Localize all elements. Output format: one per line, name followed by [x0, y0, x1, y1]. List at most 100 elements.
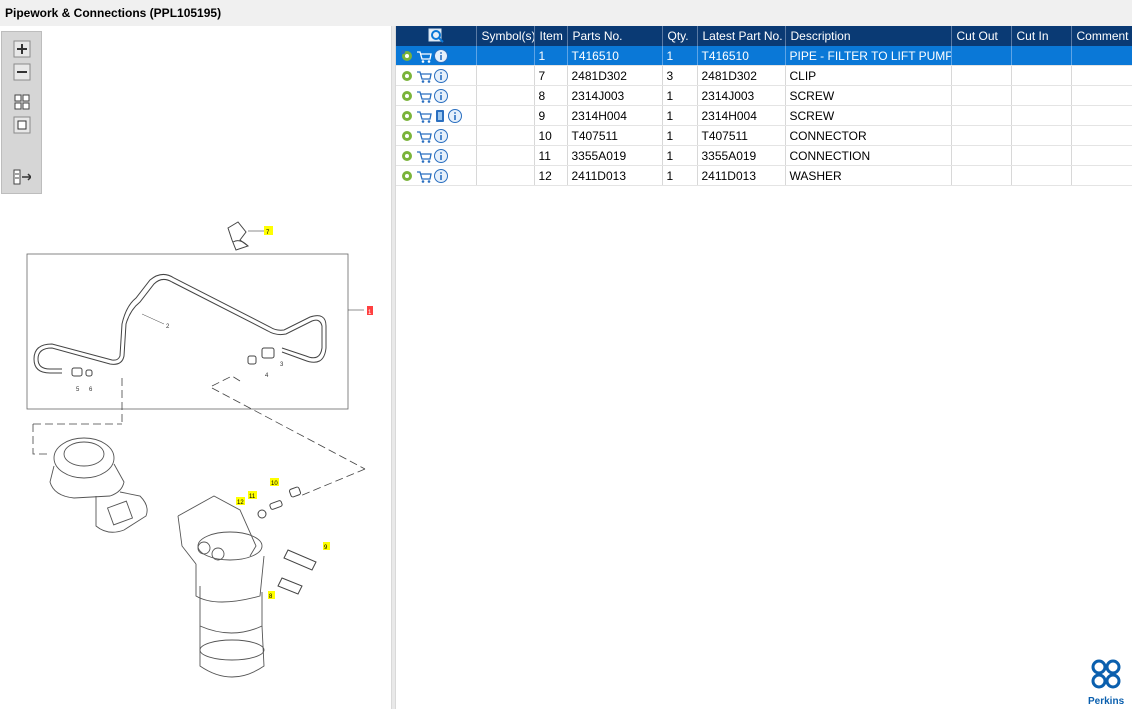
diagram-pane[interactable]: 7 1 2 3 4 5 6	[0, 26, 391, 709]
comment-cell	[1071, 65, 1132, 86]
info-icon[interactable]	[434, 68, 448, 83]
gear-icon[interactable]	[400, 49, 414, 63]
qty-cell: 1	[662, 165, 698, 186]
cart-icon[interactable]	[416, 49, 432, 63]
parts-no-cell: 2314J003	[567, 85, 663, 106]
comment-cell	[1071, 46, 1132, 66]
description-cell: SCREW	[785, 105, 952, 126]
callout-label: 10	[271, 481, 278, 487]
callout-8[interactable]	[268, 591, 275, 599]
symbols-cell	[476, 85, 535, 106]
column-header-description[interactable]: Description	[785, 26, 952, 46]
column-header-symbols[interactable]: Symbol(s)	[476, 26, 535, 46]
info-icon[interactable]	[434, 48, 448, 63]
info-icon[interactable]	[434, 88, 448, 103]
table-row[interactable]: 11 3355A019 1 3355A019 CONNECTION	[396, 145, 1132, 166]
cut-out-cell	[951, 85, 1012, 106]
column-header-latest-part-no[interactable]: Latest Part No.	[697, 26, 786, 46]
symbols-cell	[476, 165, 535, 186]
gear-icon[interactable]	[400, 89, 414, 103]
qty-cell: 1	[662, 145, 698, 166]
pane-splitter[interactable]	[391, 26, 396, 709]
callout-7[interactable]	[264, 226, 273, 235]
parts-table: Symbol(s) Item Parts No. Qty. Latest Par…	[396, 26, 1132, 186]
column-header-item[interactable]: Item	[534, 26, 568, 46]
description-cell: WASHER	[785, 165, 952, 186]
table-row[interactable]: 12 2411D013 1 2411D013 WASHER	[396, 165, 1132, 186]
description-cell: SCREW	[785, 85, 952, 106]
item-cell: 11	[534, 145, 568, 166]
gear-icon[interactable]	[400, 149, 414, 163]
qty-cell: 1	[662, 125, 698, 146]
parts-no-cell: T407511	[567, 125, 663, 146]
table-row[interactable]: 1 T416510 1 T416510 PIPE - FILTER TO LIF…	[396, 46, 1132, 66]
description-cell: CONNECTION	[785, 145, 952, 166]
table-row[interactable]: 9 2314H004 1 2314H004 SCREW	[396, 105, 1132, 126]
lift-pump-drawing	[49, 437, 148, 533]
callout-10[interactable]	[270, 478, 279, 486]
item-cell: 7	[534, 65, 568, 86]
actual-size-button[interactable]	[13, 116, 31, 134]
cart-icon[interactable]	[416, 69, 432, 83]
callout-label: 12	[237, 500, 244, 506]
exploded-parts-diagram: 7 1 2 3 4 5 6	[26, 221, 373, 678]
parts-no-cell: 3355A019	[567, 145, 663, 166]
cart-icon[interactable]	[416, 89, 432, 103]
callout-1[interactable]	[367, 306, 373, 315]
parts-no-cell: 2481D302	[567, 65, 663, 86]
cut-in-cell	[1011, 105, 1072, 126]
info-icon[interactable]	[434, 148, 448, 163]
assembly-outline	[26, 253, 349, 410]
gear-icon[interactable]	[400, 169, 414, 183]
parts-no-cell: 2411D013	[567, 165, 663, 186]
zoom-in-button[interactable]	[13, 40, 31, 58]
column-header-qty[interactable]: Qty.	[662, 26, 698, 46]
comment-cell	[1071, 145, 1132, 166]
parts-no-cell: T416510	[567, 46, 663, 66]
document-icon[interactable]	[434, 109, 446, 123]
gear-icon[interactable]	[400, 129, 414, 143]
clip-drawing	[227, 221, 250, 251]
diagram-toolbox	[1, 31, 42, 194]
cart-icon[interactable]	[416, 169, 432, 183]
export-button[interactable]	[13, 168, 31, 186]
column-header-comment[interactable]: Comment	[1071, 26, 1132, 46]
table-row[interactable]: 8 2314J003 1 2314J003 SCREW	[396, 85, 1132, 106]
fuel-filter-drawing	[177, 495, 265, 678]
cut-out-cell	[951, 145, 1012, 166]
callout-9[interactable]	[323, 542, 330, 550]
comment-cell	[1071, 85, 1132, 106]
info-icon[interactable]	[434, 168, 448, 183]
column-header-cut-out[interactable]: Cut Out	[951, 26, 1012, 46]
actual-size-icon	[13, 116, 31, 134]
gear-icon[interactable]	[400, 69, 414, 83]
info-icon[interactable]	[434, 128, 448, 143]
table-row[interactable]: 10 T407511 1 T407511 CONNECTOR	[396, 125, 1132, 146]
qty-cell: 1	[662, 105, 698, 126]
cut-out-cell	[951, 105, 1012, 126]
symbols-cell	[476, 105, 535, 126]
leader-lines	[32, 375, 366, 497]
cut-out-cell	[951, 125, 1012, 146]
cart-icon[interactable]	[416, 109, 432, 123]
column-header-parts-no[interactable]: Parts No.	[567, 26, 663, 46]
item-cell: 10	[534, 125, 568, 146]
cut-out-cell	[951, 46, 1012, 66]
column-header-cut-in[interactable]: Cut In	[1011, 26, 1072, 46]
title-bar: Pipework & Connections (PPL105195)	[0, 0, 1132, 27]
fit-button[interactable]	[13, 93, 31, 111]
callout-11[interactable]	[248, 491, 257, 499]
cart-icon[interactable]	[416, 149, 432, 163]
cart-icon[interactable]	[416, 129, 432, 143]
qty-cell: 1	[662, 85, 698, 106]
table-row[interactable]: 7 2481D302 3 2481D302 CLIP	[396, 65, 1132, 86]
item-cell: 1	[534, 46, 568, 66]
cut-in-cell	[1011, 65, 1072, 86]
pipe-drawing	[33, 274, 327, 374]
table-header: Symbol(s) Item Parts No. Qty. Latest Par…	[396, 26, 1132, 46]
zoom-out-button[interactable]	[13, 63, 31, 81]
info-icon[interactable]	[448, 108, 462, 123]
column-header-actions[interactable]	[396, 26, 477, 46]
callout-12[interactable]	[236, 497, 245, 505]
gear-icon[interactable]	[400, 109, 414, 123]
